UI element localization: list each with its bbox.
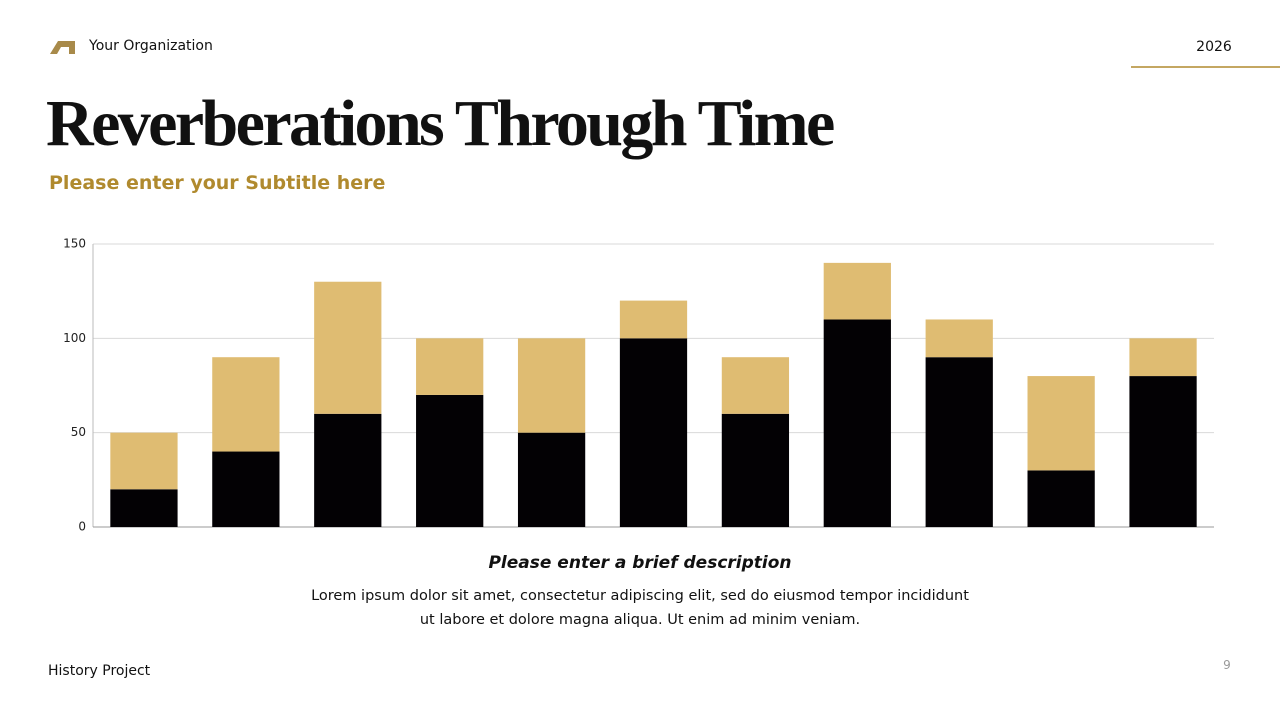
bar-segment (314, 413, 382, 527)
bar-segment (110, 432, 178, 490)
y-tick-label: 50 (71, 425, 86, 439)
bar-segment (619, 338, 688, 527)
page-number: 9 (1223, 658, 1231, 672)
bar-segment (721, 413, 790, 527)
bar-segment (212, 451, 280, 527)
description-body: Lorem ipsum dolor sit amet, consectetur … (311, 588, 969, 628)
bar-segment (517, 338, 586, 433)
logo (50, 41, 75, 54)
bar-segment (823, 319, 891, 527)
bar-segment (1129, 338, 1197, 377)
year: 2026 (1196, 39, 1232, 55)
bar-segment (416, 394, 484, 527)
bar-segment (925, 357, 993, 527)
bar-segment (823, 262, 891, 320)
description-heading: Please enter a brief description (488, 553, 792, 573)
y-tick-label: 150 (63, 237, 86, 251)
bar-segment (416, 338, 484, 395)
subtitle: Please enter your Subtitle here (49, 172, 386, 194)
bar-segment (212, 357, 280, 452)
bar-segment (925, 319, 993, 358)
bar-segment (314, 281, 382, 414)
bar-segment (721, 357, 790, 414)
bar-segment (1129, 376, 1197, 527)
bar-segment (110, 489, 178, 527)
bar-segment (1027, 376, 1095, 471)
y-tick-label: 100 (63, 331, 86, 345)
organization: Your Organization (89, 38, 213, 54)
footer-project: History Project (48, 663, 151, 679)
bar-segment (619, 300, 688, 339)
y-tick-label: 0 (78, 520, 86, 534)
bar-segment (517, 432, 586, 527)
bar-segment (1027, 470, 1095, 527)
title: Reverberations Through Time (46, 87, 835, 160)
